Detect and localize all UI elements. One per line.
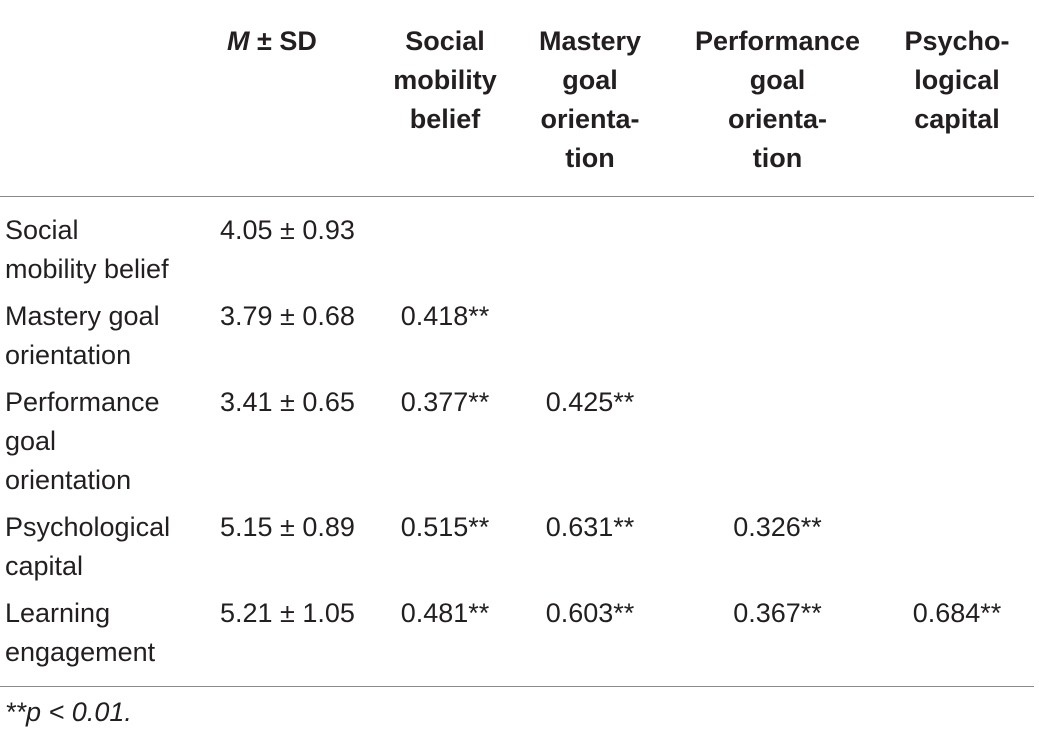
table-cell: 5.21 ± 1.05 — [220, 598, 355, 628]
table-cell — [675, 379, 880, 504]
table: M ± SD Social mobility belief Mastery go… — [0, 0, 1034, 687]
header-cell: Social mobility belief — [393, 26, 497, 134]
table-cell: 0.515** — [400, 512, 490, 542]
table-row: Social mobility belief 4.05 ± 0.93 — [0, 197, 1034, 294]
table-cell: 3.41 ± 0.65 — [220, 387, 355, 417]
table-cell: 3.79 ± 0.68 — [220, 301, 355, 331]
table-cell: 5.15 ± 0.89 — [220, 512, 355, 542]
table-row: Psychological capital 5.15 ± 0.89 0.515** 0… — [0, 504, 1034, 590]
table-header: M ± SD Social mobility belief Mastery go… — [0, 0, 1034, 197]
row-label: Learning engagement — [5, 598, 156, 667]
header-cell: Performance goal orienta- tion — [694, 26, 861, 173]
header-cell: Mastery goal orienta- tion — [538, 26, 642, 173]
header-cell: Psycho- logical capital — [904, 26, 1010, 134]
table-cell: 0.418** — [400, 301, 490, 331]
table-cell: 0.425** — [545, 387, 635, 417]
row-label: Performance goal orientation — [5, 387, 160, 495]
header-text: ± SD — [257, 26, 317, 56]
row-label: Social mobility belief — [5, 215, 169, 284]
header-cell — [0, 0, 215, 197]
footnote: **p < 0.01. — [5, 697, 132, 727]
table-cell — [675, 293, 880, 379]
table-cell: 0.631** — [545, 512, 635, 542]
table-cell: 4.05 ± 0.93 — [220, 215, 355, 245]
table-cell: 0.377** — [400, 387, 490, 417]
table-cell — [675, 197, 880, 294]
table-cell: 0.684** — [912, 598, 1002, 628]
table-cell — [505, 293, 675, 379]
table-cell: 0.603** — [545, 598, 635, 628]
table-cell — [880, 197, 1034, 294]
table-row: Learning engagement 5.21 ± 1.05 0.481** 0.6… — [0, 590, 1034, 687]
table-cell: 0.367** — [733, 598, 822, 628]
table-body: Social mobility belief 4.05 ± 0.93 Mastery… — [0, 197, 1034, 687]
table-row: Performance goal orientation 3.41 ± 0.65 0… — [0, 379, 1034, 504]
table-cell — [880, 293, 1034, 379]
header-cell: M ± SD — [215, 0, 385, 197]
row-label: Mastery goal orientation — [5, 301, 160, 370]
header-symbol: M — [227, 26, 250, 56]
table-cell — [880, 379, 1034, 504]
table-cell: 0.481** — [400, 598, 490, 628]
table-cell: 0.326** — [733, 512, 822, 542]
table-row: Mastery goal orientation 3.79 ± 0.68 0.418… — [0, 293, 1034, 379]
header-row: M ± SD Social mobility belief Mastery go… — [0, 0, 1034, 197]
table-cell — [505, 197, 675, 294]
row-label: Psychological capital — [5, 512, 171, 581]
table-cell — [385, 197, 505, 294]
table-cell — [880, 504, 1034, 590]
